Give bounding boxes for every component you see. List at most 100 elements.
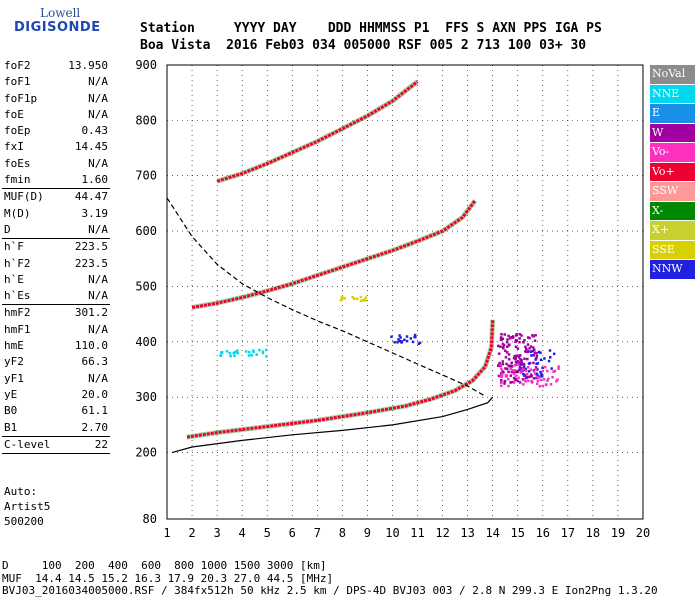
- x-tick-label: 1: [163, 526, 170, 540]
- echo-point: [521, 363, 524, 366]
- param-row: foEs N/A: [2, 156, 110, 172]
- echo-point: [541, 384, 545, 388]
- echo-point: [355, 297, 359, 301]
- echo-point: [525, 350, 528, 354]
- param-row: foF1p N/A: [2, 91, 110, 107]
- echo-point: [504, 367, 507, 370]
- echo-point: [517, 376, 520, 380]
- legend-item-x-: X+: [650, 221, 695, 240]
- echo-point: [522, 367, 525, 371]
- echo-point: [512, 356, 516, 360]
- echo-point: [528, 375, 531, 379]
- echo-point: [539, 358, 543, 362]
- param-row: M(D) 3.19: [2, 206, 110, 222]
- echo-point: [517, 356, 521, 359]
- legend-item-ssw: SSW: [650, 182, 695, 201]
- profile-line: [166, 197, 486, 397]
- param-label: yF1: [4, 371, 24, 385]
- logo-text-lowell: Lowell: [40, 6, 81, 20]
- echo-point: [547, 377, 550, 381]
- echo-point: [532, 361, 535, 365]
- echo-point: [527, 370, 531, 373]
- param-row: D N/A: [2, 222, 110, 238]
- station-header: Station YYYY DAY DDD HHMMSS P1 FFS S AXN…: [140, 20, 602, 54]
- param-row: foF1 N/A: [2, 74, 110, 90]
- echo-point: [502, 371, 505, 374]
- echo-point: [539, 370, 542, 374]
- echo-point: [526, 336, 530, 339]
- param-row: hmE 110.0: [2, 338, 110, 354]
- echo-point: [534, 358, 537, 361]
- x-tick-label: 3: [213, 526, 220, 540]
- echo-point: [532, 335, 535, 338]
- ionogram-chart: 1 2 3 4 5 6 7 8 9 10 11 12 13 14 15 16 17 18 19 20802003004…: [135, 58, 650, 540]
- echo-point: [514, 354, 518, 358]
- echo-point: [398, 339, 401, 343]
- param-row: h`E N/A: [2, 272, 110, 288]
- echo-point: [527, 379, 530, 383]
- echo-point: [396, 341, 399, 344]
- echo-point: [501, 360, 505, 363]
- echo-point: [518, 354, 522, 357]
- echo-point: [359, 295, 363, 299]
- echo-point: [261, 351, 265, 355]
- echo-point: [497, 374, 501, 378]
- echo-point: [513, 369, 517, 372]
- param-row: foEp 0.43: [2, 123, 110, 139]
- param-label: h`F: [4, 240, 24, 254]
- echo-point: [248, 350, 251, 354]
- echo-trace: [186, 319, 495, 439]
- echo-point: [518, 333, 522, 336]
- echo-point: [515, 361, 519, 365]
- x-tick-label: 15: [511, 526, 525, 540]
- echo-point: [265, 355, 268, 358]
- echo-point: [510, 365, 513, 369]
- echo-point: [511, 336, 515, 339]
- echo-point: [543, 357, 546, 360]
- echo-point: [516, 354, 519, 357]
- legend-item-w: W: [650, 123, 695, 142]
- echo-point: [501, 342, 505, 346]
- param-label: hmF1: [4, 322, 31, 336]
- echo-point: [513, 364, 517, 367]
- echo-point: [364, 299, 367, 302]
- echo-point: [530, 354, 533, 357]
- param-value: 223.5: [74, 256, 108, 270]
- echo-point: [525, 376, 528, 380]
- echo-point: [516, 360, 520, 363]
- echo-point: [512, 381, 516, 384]
- x-tick-label: 7: [314, 526, 321, 540]
- echo-point: [414, 335, 417, 339]
- y-tick-label: 700: [135, 169, 157, 183]
- echo-point: [514, 340, 517, 344]
- param-label: hmF2: [4, 306, 31, 320]
- echo-point: [247, 354, 251, 357]
- param-label: B0: [4, 404, 18, 418]
- echo-point: [523, 350, 527, 353]
- auto-method: Artist5: [4, 500, 51, 513]
- echo-point: [514, 345, 518, 349]
- echo-point: [522, 383, 525, 386]
- legend-item-x-: X-: [650, 201, 695, 220]
- echo-point: [556, 378, 559, 381]
- echo-point: [505, 362, 508, 366]
- echo-point: [500, 372, 504, 376]
- echo-point: [540, 375, 544, 378]
- param-label: h`F2: [4, 256, 31, 270]
- echo-trace: [191, 199, 477, 309]
- echo-point: [533, 351, 537, 354]
- echo-point: [545, 383, 548, 386]
- echo-point: [507, 377, 510, 381]
- y-tick-label: 200: [135, 446, 157, 460]
- echo-point: [503, 333, 507, 336]
- param-value: 61.1: [81, 404, 109, 418]
- echo-point: [532, 346, 535, 349]
- digisonde-logo: Lowell DIGISONDE: [0, 0, 100, 50]
- echo-point: [503, 380, 506, 383]
- echo-point: [535, 351, 538, 355]
- echo-point: [341, 296, 344, 299]
- echo-point: [510, 361, 513, 365]
- echo-point: [524, 380, 527, 383]
- echo-point: [497, 352, 501, 355]
- echo-point: [537, 350, 541, 354]
